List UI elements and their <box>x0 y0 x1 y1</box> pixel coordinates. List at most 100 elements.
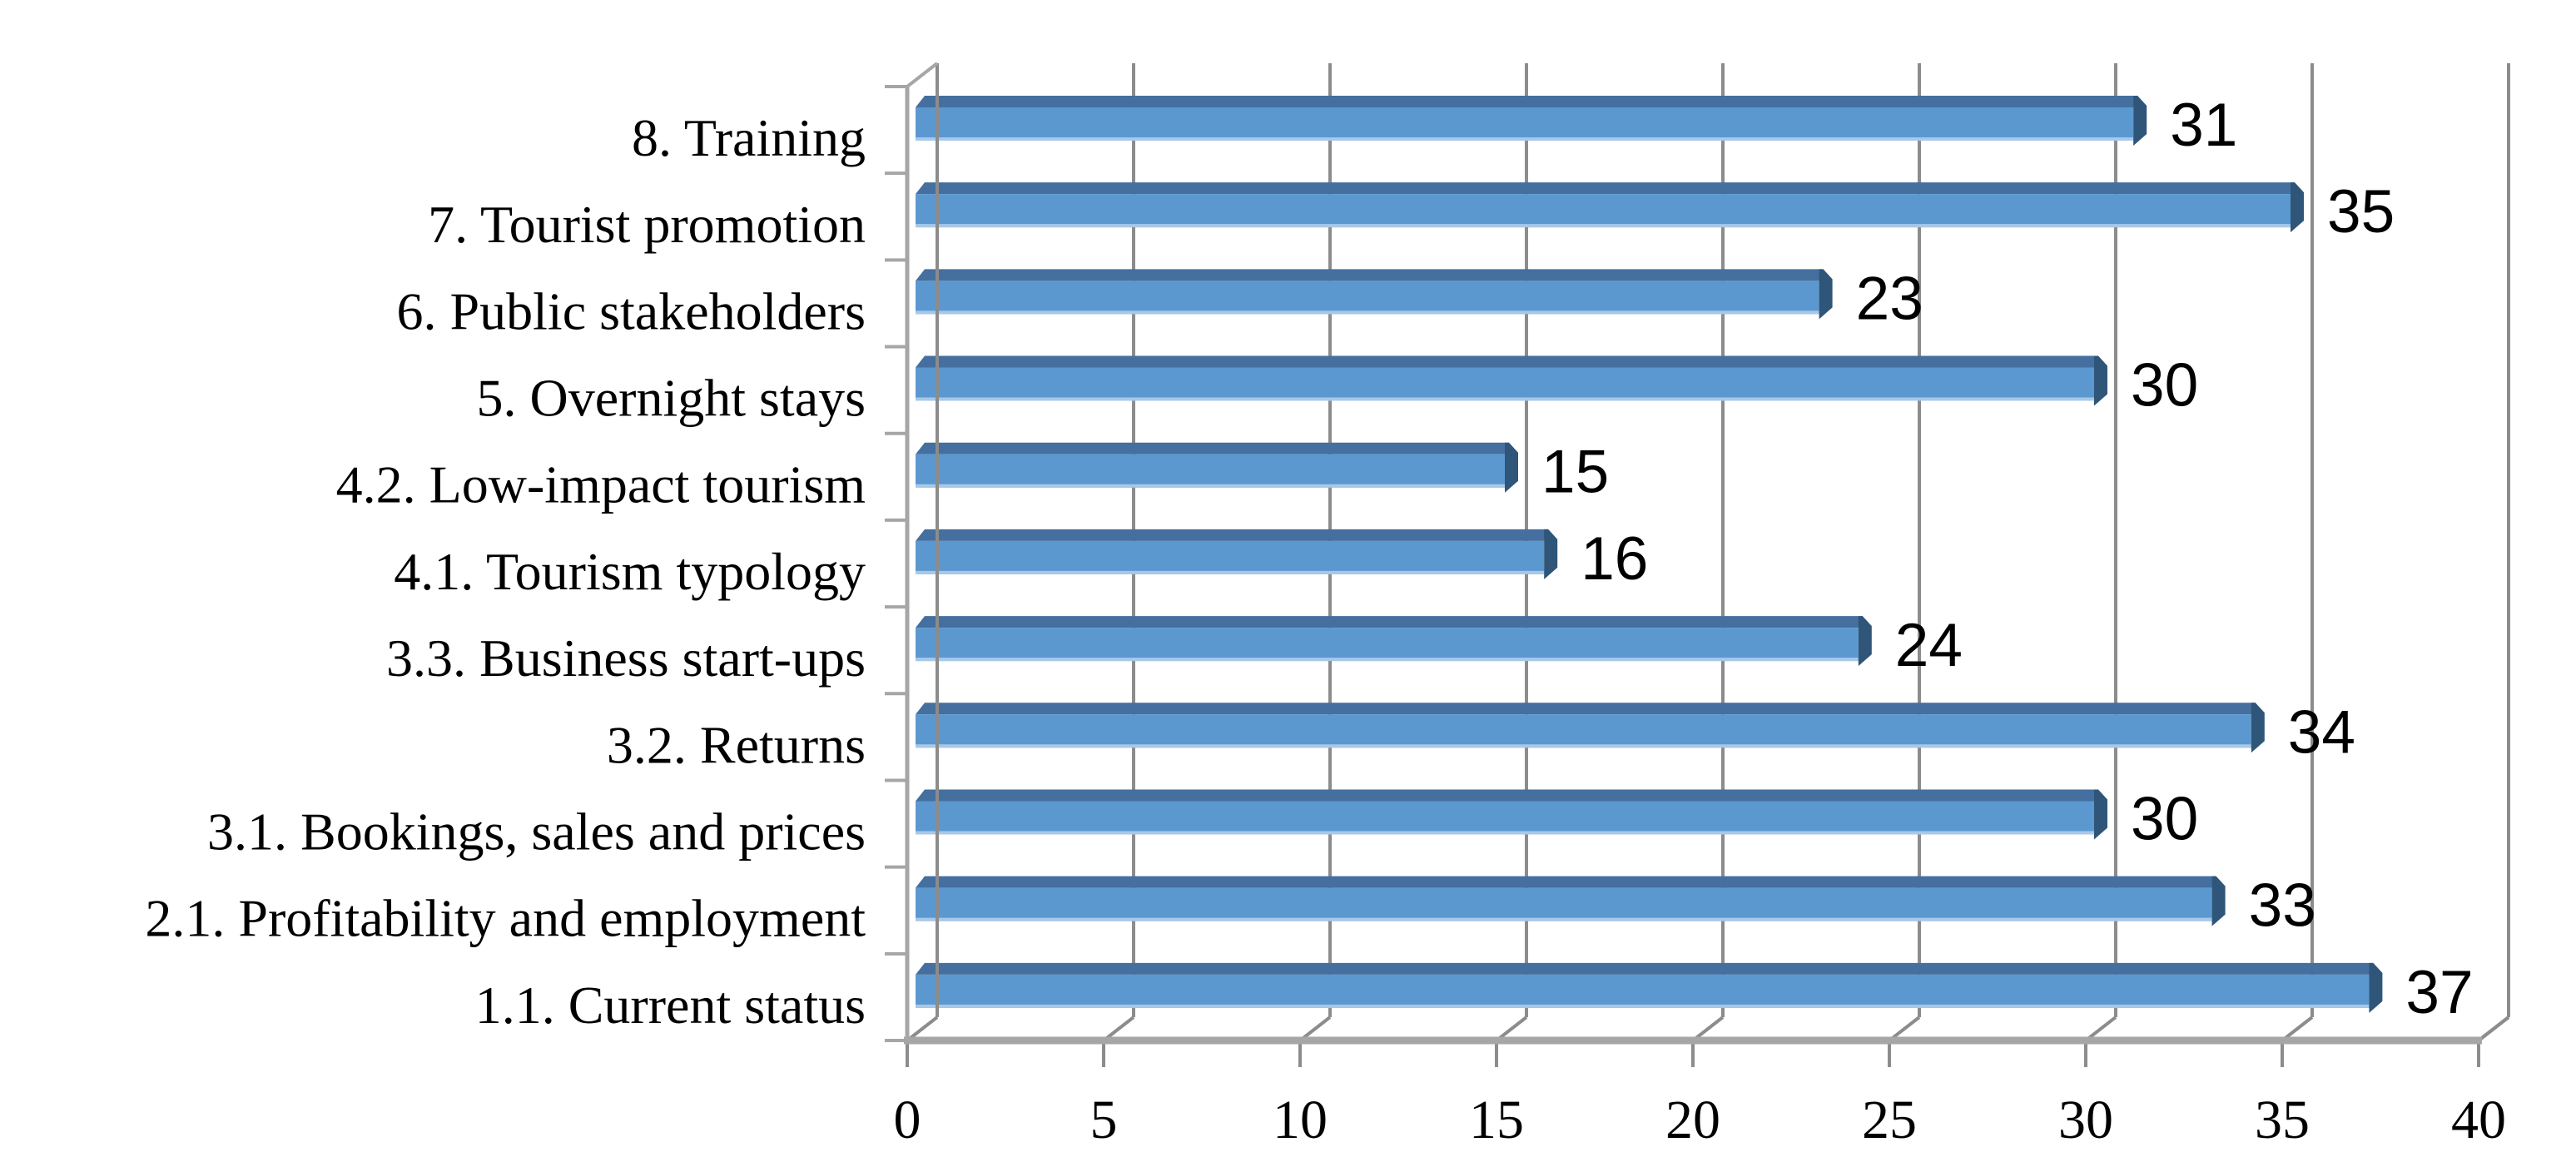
bar-2.1. Profitability and employment <box>916 876 2226 926</box>
bar-top-face <box>916 442 1509 454</box>
bar-top-face <box>916 269 1824 281</box>
gridline-floor-bend <box>1495 1016 1528 1042</box>
bar-end-face <box>2369 962 2383 1013</box>
value-label: 23 <box>1856 265 1923 332</box>
category-label: 5. Overnight stays <box>477 369 866 428</box>
category-label: 3.2. Returns <box>607 715 866 774</box>
top-left-depth-edge <box>906 62 939 88</box>
bar-top-face <box>916 703 2256 715</box>
bar-top-face <box>916 789 2098 802</box>
gridline-floor-bend <box>906 1016 939 1042</box>
x-axis-labels-group: 0 5 10 15 20 25 30 35 40 <box>894 1090 2507 1150</box>
bar-bottom-edge <box>916 224 2291 228</box>
right-floor-bend <box>2477 1016 2510 1042</box>
bar-bottom-edge <box>916 1004 2370 1008</box>
bar-end-face <box>2094 789 2107 840</box>
bar-top-face <box>916 355 2098 368</box>
bar-front-face <box>916 454 1505 488</box>
value-label: 16 <box>1581 525 1648 593</box>
bar-front-face <box>916 194 2291 228</box>
bar-top-face <box>916 616 1863 628</box>
bar-front-face <box>916 887 2212 921</box>
value-label: 30 <box>2131 785 2198 852</box>
category-label: 8. Training <box>632 108 866 167</box>
bar-4.2. Low-impact tourism <box>916 442 1518 493</box>
bar-front-face <box>916 801 2094 835</box>
value-label: 34 <box>2288 698 2355 766</box>
gridline-floor-bend <box>1691 1016 1725 1042</box>
value-label: 31 <box>2170 92 2237 159</box>
category-label: 3.3. Business start-ups <box>386 628 866 688</box>
gridline-floor-bend <box>1888 1016 1921 1042</box>
bar-top-face <box>916 529 1549 541</box>
category-label: 2.1. Profitability and employment <box>145 889 866 948</box>
bar-3.3. Business start-ups <box>916 616 1872 667</box>
gridline-floor-bend <box>2281 1016 2314 1042</box>
category-label: 7. Tourist promotion <box>428 195 866 254</box>
category-label: 3.1. Bookings, sales and prices <box>207 802 866 861</box>
bar-front-face <box>916 107 2134 141</box>
bar-top-face <box>916 876 2216 888</box>
bar-front-face <box>916 974 2370 1008</box>
bar-front-face <box>916 281 1819 315</box>
bar-end-face <box>2211 876 2226 926</box>
bar-end-face <box>1505 442 1518 493</box>
bar-bottom-edge <box>916 137 2134 141</box>
value-label: 15 <box>1541 439 1609 506</box>
bar-end-face <box>2133 96 2147 146</box>
bar-bottom-edge <box>916 484 1505 488</box>
bar-top-face <box>916 962 2374 975</box>
category-label: 6. Public stakeholders <box>397 281 866 340</box>
x-axis-tick-label: 35 <box>2255 1090 2310 1150</box>
category-labels-group: 8. Training 7. Tourist promotion 6. Public… <box>145 108 866 1035</box>
value-label: 30 <box>2131 352 2198 420</box>
bar-bottom-edge <box>916 744 2251 748</box>
bar-7. Tourist promotion <box>916 182 2304 233</box>
gridline-floor-bend <box>1102 1016 1135 1042</box>
value-label: 33 <box>2249 872 2316 940</box>
x-axis-tick-label: 40 <box>2451 1090 2506 1150</box>
bar-bottom-edge <box>916 397 2094 401</box>
bar-front-face <box>916 540 1545 574</box>
bar-bottom-edge <box>916 570 1545 574</box>
x-axis-tick-label: 0 <box>894 1090 921 1150</box>
bar-top-face <box>916 182 2295 195</box>
bar-bottom-edge <box>916 917 2212 921</box>
bar-8. Training <box>916 96 2147 146</box>
x-axis-tick-label: 15 <box>1469 1090 1524 1150</box>
gridline-floor-bend <box>2084 1016 2117 1042</box>
bar-5. Overnight stays <box>916 355 2107 406</box>
x-axis-tick-label: 25 <box>1862 1090 1917 1150</box>
bar-end-face <box>1858 616 1872 667</box>
bar-bottom-edge <box>916 831 2094 835</box>
gridline-floor-bend <box>1298 1016 1332 1042</box>
x-axis-tick-label: 5 <box>1090 1090 1118 1150</box>
bar-end-face <box>2291 182 2304 233</box>
category-label: 4.1. Tourism typology <box>394 542 866 601</box>
x-axis-tick-label: 20 <box>1665 1090 1720 1150</box>
bar-4.1. Tourism typology <box>916 529 1558 579</box>
bar-front-face <box>916 714 2251 748</box>
value-labels-group: 31 35 23 30 15 16 24 34 30 33 37 <box>1541 92 2474 1026</box>
bar-end-face <box>2251 703 2265 753</box>
bar-end-face <box>2094 355 2107 406</box>
bar-front-face <box>916 367 2094 401</box>
bar-1.1. Current status <box>916 962 2383 1013</box>
bar-front-face <box>916 628 1859 662</box>
axis-frame-group <box>885 62 2510 1045</box>
bar-end-face <box>1544 529 1558 579</box>
category-label: 4.2. Low-impact tourism <box>336 455 866 514</box>
value-label: 35 <box>2327 178 2395 246</box>
bar-top-face <box>916 96 2138 107</box>
x-axis-tick-label: 30 <box>2058 1090 2113 1150</box>
category-label: 1.1. Current status <box>475 976 866 1035</box>
bar-6. Public stakeholders <box>916 269 1833 320</box>
value-label: 24 <box>1895 612 1963 679</box>
bar-bottom-edge <box>916 310 1819 315</box>
bars-group <box>916 96 2383 1013</box>
bar-end-face <box>1819 269 1833 320</box>
bar-3.1. Bookings, sales and prices <box>916 789 2107 840</box>
bar-3.2. Returns <box>916 703 2265 753</box>
